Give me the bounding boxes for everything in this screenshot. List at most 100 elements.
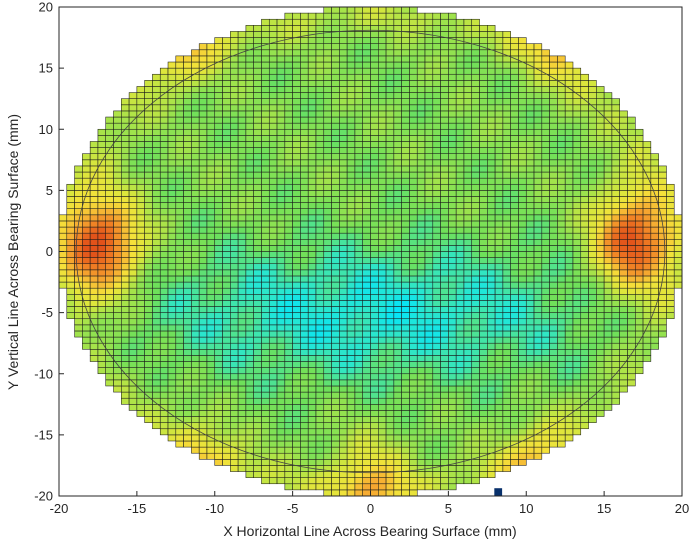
heatmap-cell [144,153,153,161]
heatmap-cell [455,55,465,63]
heatmap-cell [525,428,535,436]
heatmap-cell [159,141,169,148]
heatmap-cell [455,471,465,478]
heatmap-cell [525,104,535,112]
heatmap-cell [175,434,184,442]
heatmap-cell [557,410,566,417]
heatmap-cell [424,245,434,252]
heatmap-cell [245,355,254,362]
heatmap-cell [432,165,441,173]
heatmap-cell [518,306,527,313]
heatmap-cell [237,128,247,136]
heatmap-cell [619,238,628,246]
heatmap-cell [346,12,356,20]
heatmap-cell [346,208,356,216]
heatmap-cell [479,422,488,430]
heatmap-cell [362,37,371,44]
heatmap-cell [479,446,488,454]
heatmap-cell [97,245,107,252]
heatmap-cell [230,171,239,179]
heatmap-cell [97,141,107,148]
heatmap-cell [323,61,332,69]
heatmap-cell [510,385,519,393]
heatmap-cell [276,220,286,228]
heatmap-cell [463,336,473,344]
heatmap-cell [323,6,332,14]
heatmap-cell [307,208,317,216]
heatmap-cell [611,141,620,148]
heatmap-cell [455,208,465,216]
heatmap-cell [510,251,519,258]
heatmap-cell [479,294,488,301]
heatmap-cell [198,410,208,417]
heatmap-cell [393,342,402,350]
heatmap-cell [198,281,208,289]
heatmap-cell [58,257,68,264]
heatmap-cell [642,257,652,264]
heatmap-cell [440,110,449,118]
heatmap-cell [525,257,535,264]
heatmap-cell [596,141,605,148]
heatmap-cell [642,349,652,356]
heatmap-cell [214,165,223,173]
heatmap-cell [564,159,574,167]
heatmap-cell [455,18,465,26]
heatmap-cell [128,287,138,295]
heatmap-cell [331,440,340,448]
heatmap-cell [230,281,239,289]
heatmap-cell [339,477,348,485]
heatmap-cell [627,275,636,283]
heatmap-cell [307,98,317,106]
heatmap-cell [518,294,527,301]
heatmap-cell [198,49,208,57]
heatmap-cell [487,263,496,271]
heatmap-cell [346,80,356,87]
heatmap-cell [455,342,465,350]
heatmap-cell [557,440,566,448]
heatmap-cell [487,122,496,130]
heatmap-cell [331,306,340,313]
heatmap-cell [339,226,348,234]
heatmap-cell [354,318,363,326]
heatmap-cell [346,367,356,375]
heatmap-cell [323,190,332,197]
heatmap-cell [603,147,613,154]
heatmap-cell [261,245,270,252]
heatmap-cell [315,12,325,20]
heatmap-cell [370,477,379,485]
heatmap-cell [518,379,527,387]
heatmap-cell [494,385,504,393]
heatmap-cell [268,355,278,362]
heatmap-cell [557,226,566,234]
heatmap-cell [292,477,301,485]
heatmap-cell [198,367,208,375]
heatmap-cell [276,263,286,271]
heatmap-cell [596,214,605,222]
heatmap-cell [292,110,301,118]
heatmap-cell [448,18,457,26]
heatmap-cell [440,67,449,75]
heatmap-cell [89,287,99,295]
heatmap-cell [315,153,325,161]
heatmap-cell [268,300,278,307]
heatmap-cell [611,245,620,252]
heatmap-cell [362,385,371,393]
heatmap-cell [183,214,192,222]
heatmap-cell [440,37,449,44]
heatmap-cell [580,294,589,301]
heatmap-cell [401,324,410,332]
heatmap-cell [354,202,363,209]
heatmap-cell [222,324,231,332]
heatmap-cell [603,214,613,222]
heatmap-cell [307,196,317,203]
heatmap-cell [214,269,223,277]
heatmap-cell [191,177,200,185]
heatmap-cell [261,434,270,442]
heatmap-cell [409,49,418,57]
heatmap-cell [245,281,254,289]
heatmap-cell [502,159,511,167]
heatmap-cell [346,422,356,430]
heatmap-cell [152,159,161,167]
heatmap-cell [136,92,145,99]
heatmap-cell [261,31,270,38]
